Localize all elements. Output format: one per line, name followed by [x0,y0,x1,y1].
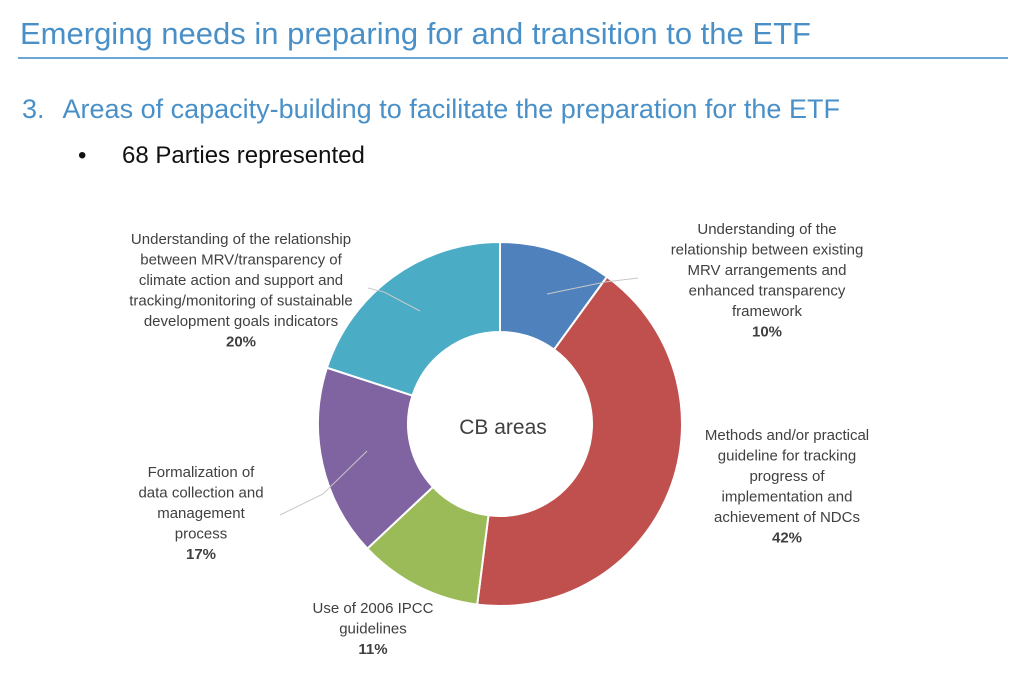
title-divider [18,57,1008,59]
slice-label-line: process [175,526,228,543]
leader-lines [279,277,639,516]
slice-label-line: Understanding of the [697,221,836,238]
slice-label-line: Formalization of [148,464,256,481]
slice-label-line: framework [732,303,803,320]
slice-label-line: achievement of NDCs [714,509,860,526]
slice-label-line: data collection and [138,485,263,502]
slice-methods-and-or-practical-guideline-for-t [476,275,683,607]
slice-percent-label: 42% [772,530,802,547]
slice-label-line: relationship between existing [671,242,864,259]
slice-label-line: guideline for tracking [718,448,856,465]
slice-label-line: climate action and support and [139,272,343,289]
slice-label-line: management [157,505,245,522]
leader-line-5 [367,287,421,312]
slice-label-line: Use of 2006 IPCC [313,600,434,617]
slice-label-line: guidelines [339,621,407,638]
slice-label-line: implementation and [722,489,853,506]
heading-text: Areas of capacity-building to facilitate… [62,94,840,124]
donut-slices [317,240,683,607]
slice-percent-label: 17% [186,546,216,563]
slice-formalization-of-data-collection-and-man [317,366,435,551]
slice-label-line: tracking/monitoring of sustainable [129,293,352,310]
slice-label-line: MRV arrangements and [688,262,847,279]
slice-label-line: progress of [749,468,825,485]
slice-label-line: Understanding of the relationship [131,231,351,248]
slice-label-line: Methods and/or practical [705,427,869,444]
bullet-item: • 68 Parties represented [78,142,365,170]
slide-title: Emerging needs in preparing for and tran… [20,16,811,51]
heading-number: 3. [22,94,45,124]
bullet-text: 68 Parties represented [122,142,365,169]
slice-understanding-of-the-relationship-betwee [325,240,501,397]
slice-labels: Understanding of the relationship between… [129,221,869,658]
slice-label-line: enhanced transparency [689,283,846,300]
leader-line-4 [279,450,368,516]
bullet-symbol: • [78,142,87,169]
center-label: CB areas [459,416,547,439]
slice-percent-label: 10% [752,324,782,341]
slice-percent-label: 11% [358,641,387,658]
leader-line-1 [546,277,639,295]
slice-label-line: development goals indicators [144,313,338,330]
slice-label-line: between MRV/transparency of [140,252,342,269]
section-heading: 3. Areas of capacity-building to facilita… [22,94,840,125]
slice-percent-label: 20% [226,334,256,351]
